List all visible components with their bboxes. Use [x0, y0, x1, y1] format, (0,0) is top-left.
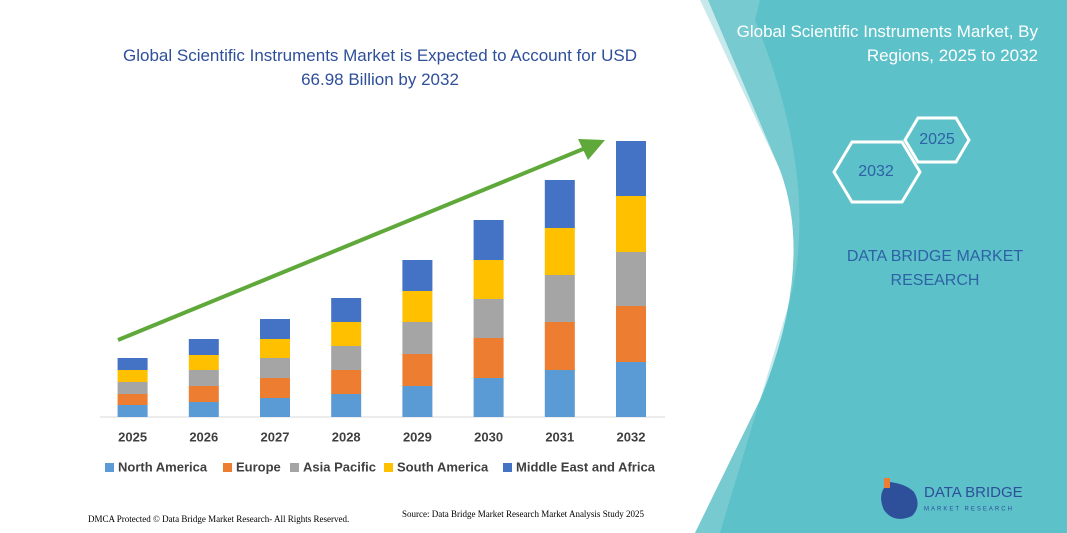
bar-segment: [260, 398, 290, 417]
bar-segment: [402, 354, 433, 386]
bar-segment: [260, 358, 290, 378]
logo-icon: [884, 478, 890, 488]
bar-segment: [544, 228, 575, 275]
trend-arrow: [117, 145, 589, 342]
logo-icon: [881, 482, 918, 519]
bar-segment: [188, 386, 219, 402]
bar-segment: [331, 322, 362, 346]
bar-segment: [117, 370, 148, 382]
bar-segment: [544, 370, 575, 417]
bar-segment: [188, 339, 219, 355]
logo-name: DATA BRIDGE: [924, 484, 1023, 501]
x-tick-label: 2025: [118, 429, 147, 444]
x-tick-label: 2030: [474, 429, 503, 444]
bar-segment: [402, 260, 433, 291]
legend-label: South America: [397, 459, 489, 474]
bar-segment: [188, 370, 219, 386]
x-tick-label: 2027: [261, 429, 290, 444]
legend-swatch: [290, 463, 299, 472]
legend-label: North America: [118, 459, 208, 474]
bar-segment: [402, 291, 433, 322]
bar-segment: [402, 322, 433, 354]
bar-segment: [331, 298, 362, 322]
bar-segment: [544, 322, 575, 370]
brand: DATA BRIDGE MARKET RESEARCH: [846, 248, 1024, 289]
x-tick-label: 2028: [332, 429, 361, 444]
x-tick-label: 2032: [617, 429, 646, 444]
hex-label: 2025: [919, 131, 955, 148]
bar-segment: [260, 339, 290, 358]
bar-segment: [260, 378, 290, 398]
bar-segment: [544, 180, 575, 228]
bar-segment: [616, 252, 646, 306]
arrow-head: [578, 139, 605, 160]
hex-label: 2032: [858, 163, 894, 180]
bar-segment: [331, 346, 362, 370]
x-tick-label: 2029: [403, 429, 432, 444]
bar-segment: [117, 405, 148, 417]
footer-source: Source: Data Bridge Market Research Mark…: [402, 509, 644, 519]
legend-swatch: [503, 463, 512, 472]
bar-segment: [616, 196, 646, 252]
bar-segment: [117, 358, 148, 370]
bar-segment: [473, 220, 504, 260]
hexagon: [903, 116, 971, 164]
hexagon: [832, 140, 922, 204]
bar-segment: [473, 378, 504, 417]
bar-segment: [188, 402, 219, 417]
chart-title: Global Scientific Instruments Market is …: [123, 46, 637, 89]
bar-segment: [117, 394, 148, 405]
bar-segment: [616, 141, 646, 196]
x-tick-label: 2031: [545, 429, 574, 444]
bar-segment: [473, 260, 504, 299]
bar-segment: [117, 382, 148, 394]
logo-tagline: MARKET RESEARCH: [924, 507, 1014, 513]
legend-label: Asia Pacific: [303, 459, 376, 474]
footer-left: DMCA Protected © Data Bridge Market Rese…: [88, 514, 350, 524]
bar-segment: [616, 362, 646, 417]
bar-segment: [473, 299, 504, 338]
legend-swatch: [105, 463, 114, 472]
bar-segment: [544, 275, 575, 322]
legend-swatch: [384, 463, 393, 472]
panel-title: Global Scientific Instruments Market, By…: [736, 22, 1038, 65]
panel-edge: [695, 0, 800, 533]
bar-segment: [331, 370, 362, 394]
bar-segment: [616, 306, 646, 362]
bar-segment: [260, 319, 290, 339]
legend-swatch: [223, 463, 232, 472]
legend-label: Europe: [236, 459, 281, 474]
bar-segment: [331, 394, 362, 417]
bar-segment: [402, 386, 433, 417]
bar-segment: [473, 338, 504, 378]
legend-label: Middle East and Africa: [516, 459, 656, 474]
x-tick-label: 2026: [189, 429, 218, 444]
bar-segment: [188, 355, 219, 370]
